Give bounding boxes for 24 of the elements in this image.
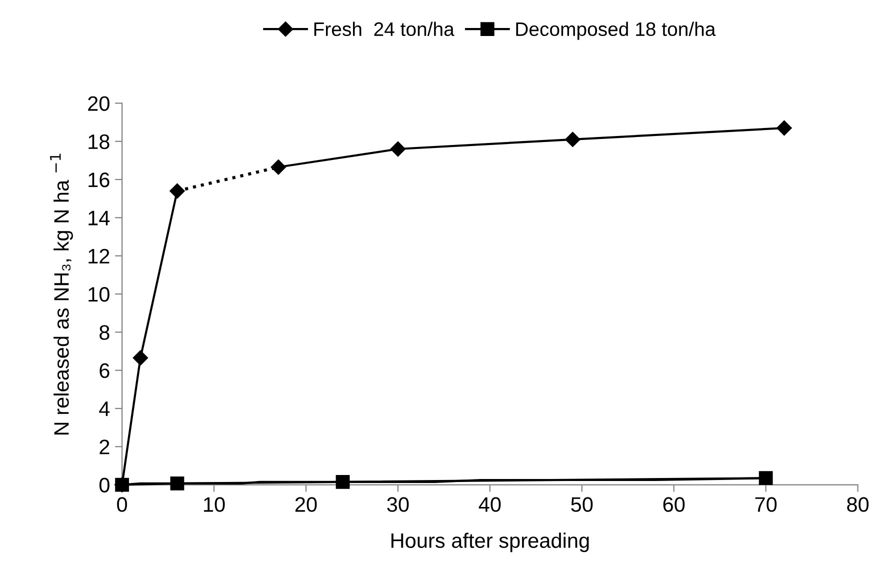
x-axis-title: Hours after spreading [391,532,589,552]
y-tick-label: 18 [88,134,110,150]
x-tick-label: 60 [663,497,685,512]
x-tick-label: 40 [478,497,501,512]
y-tick-label: 0 [99,478,110,493]
legend-label: Decomposed 18 ton/ha [516,22,716,40]
x-tick-label: 0 [117,497,128,512]
y-tick-label: 4 [99,402,110,416]
x-tick-label: 30 [387,497,409,512]
y-tick-label: 8 [100,325,110,340]
x-tick-label: 80 [847,497,869,512]
y-axis-title: N released as NH₃, kg N ha $^{−1}$ [50,154,73,434]
x-tick-label: 20 [295,497,317,512]
y-tick-label: 10 [88,286,110,302]
y-tick-label: 12 [88,248,110,264]
x-tick-label: 10 [204,497,225,512]
y-tick-label: 14 [88,210,110,226]
y-tick-label: 20 [88,96,110,111]
y-tick-label: 16 [88,172,110,188]
legend-label: Fresh 24 ton/ha [314,22,454,36]
y-tick-label: 2 [100,440,110,454]
x-tick-label: 70 [755,497,777,512]
y-tick-label: 6 [100,363,110,378]
x-tick-label: 50 [571,497,593,512]
